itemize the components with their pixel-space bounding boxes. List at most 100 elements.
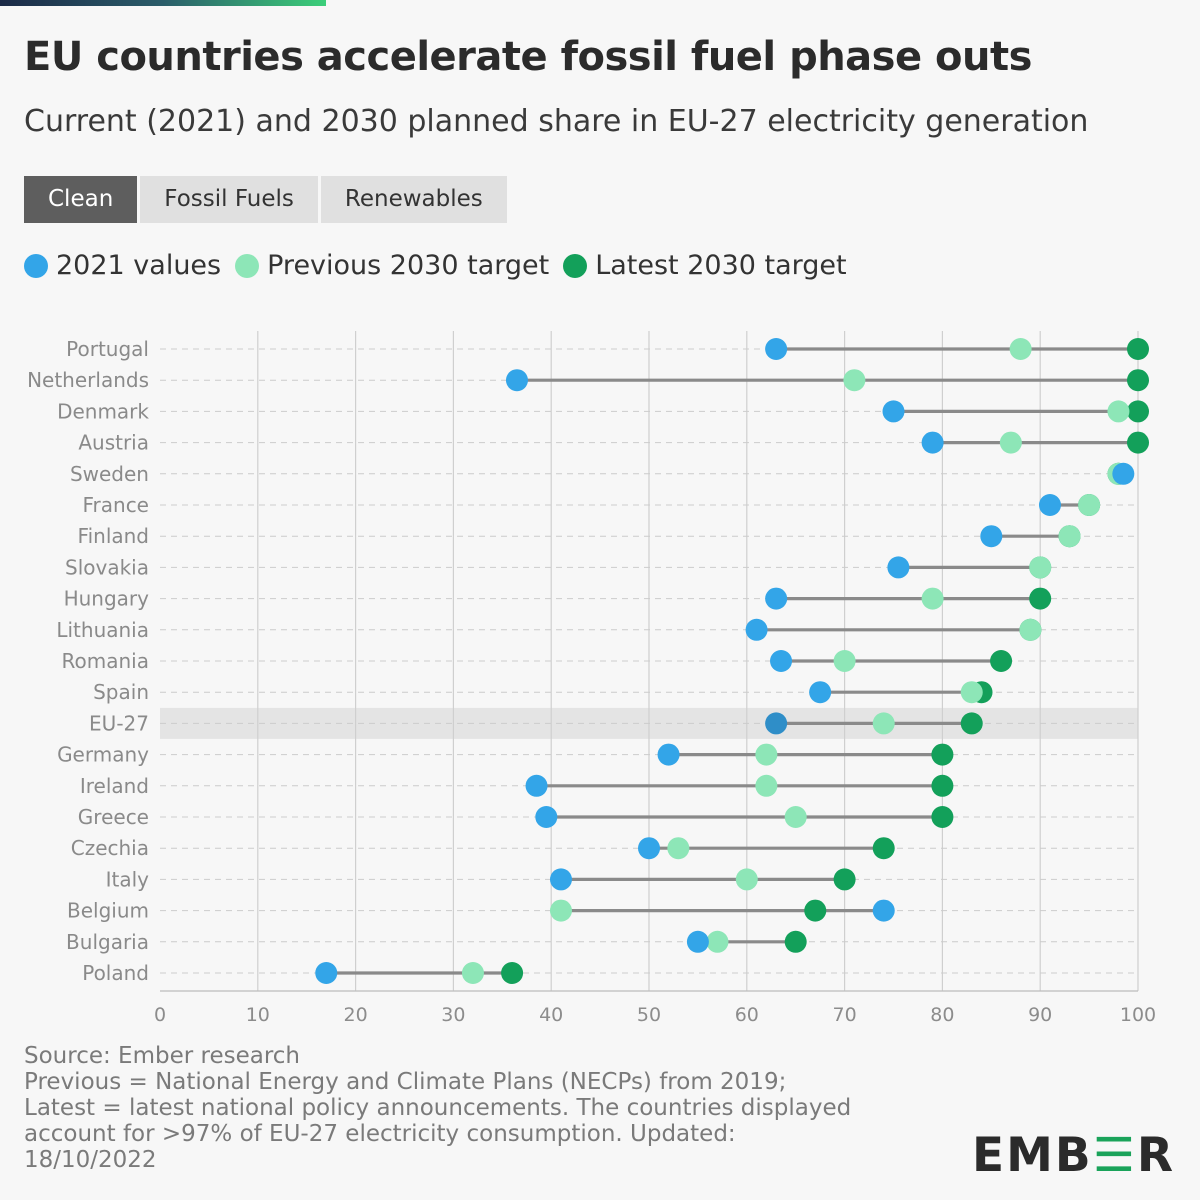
country-label-romania: Romania [62, 649, 149, 673]
country-label-denmark: Denmark [57, 399, 149, 423]
dot-previous-netherlands [843, 369, 866, 392]
dot-previous-ireland [755, 774, 778, 797]
dot-previous-finland [1058, 525, 1081, 548]
dot-previous-poland [461, 962, 484, 984]
x-tick-label-60: 60 [735, 1004, 759, 1026]
country-label-netherlands: Netherlands [27, 368, 149, 392]
dot-previous-germany [755, 743, 778, 766]
dot-2021-ireland [525, 774, 548, 797]
x-tick-label-80: 80 [930, 1004, 954, 1026]
legend-dot-latest [563, 253, 588, 278]
dot-2021-greece [535, 806, 558, 828]
source-note: Source: Ember research Previous = Nation… [24, 1043, 924, 1173]
dot-latest-italy [833, 868, 856, 891]
x-tick-label-10: 10 [246, 1004, 270, 1026]
country-label-italy: Italy [106, 867, 150, 891]
chart-subtitle: Current (2021) and 2030 planned share in… [24, 104, 1089, 139]
country-label-poland: Poland [82, 961, 149, 985]
dot-2021-czechia [638, 837, 660, 860]
source-line-1: Source: Ember research [24, 1043, 301, 1069]
country-label-bulgaria: Bulgaria [66, 930, 149, 954]
country-label-eu-27: EU-27 [89, 711, 149, 735]
dot-previous-romania [833, 650, 856, 672]
dot-2021-eu-27 [765, 712, 788, 735]
dot-2021-portugal [765, 338, 788, 360]
source-line-3: Latest = latest national policy announce… [24, 1095, 852, 1121]
legend-label-latest: Latest 2030 target [595, 250, 847, 281]
dot-previous-portugal [1009, 338, 1032, 360]
x-tick-label-90: 90 [1028, 1004, 1052, 1026]
dot-2021-romania [770, 650, 793, 672]
x-tick-label-30: 30 [441, 1004, 465, 1026]
legend-dot-previous [235, 253, 260, 278]
x-tick-label-50: 50 [637, 1004, 661, 1026]
country-label-france: France [82, 493, 149, 517]
dot-latest-hungary [1029, 587, 1052, 610]
dot-2021-germany [657, 743, 680, 766]
country-label-austria: Austria [78, 431, 149, 455]
dot-latest-portugal [1127, 338, 1149, 360]
tab-fossil-fuels[interactable]: Fossil Fuels [140, 176, 318, 223]
dot-2021-lithuania [745, 618, 768, 641]
legend-label-previous: Previous 2030 target [267, 250, 550, 281]
dot-2021-france [1038, 494, 1061, 516]
logo-accent-glyph: ☰ [1092, 1128, 1137, 1183]
dot-2021-austria [921, 431, 944, 454]
dot-2021-italy [549, 868, 572, 891]
tab-renewables[interactable]: Renewables [320, 176, 507, 223]
country-label-germany: Germany [57, 743, 149, 767]
country-label-sweden: Sweden [70, 462, 149, 486]
dot-latest-belgium [804, 899, 827, 922]
chart-title: EU countries accelerate fossil fuel phas… [24, 34, 1032, 80]
dot-latest-germany [931, 743, 954, 766]
dot-previous-slovakia [1029, 556, 1052, 579]
country-label-belgium: Belgium [67, 899, 149, 923]
dot-previous-france [1078, 494, 1101, 516]
logo-text-start: EMB [972, 1128, 1093, 1183]
source-line-2: Previous = National Energy and Climate P… [24, 1069, 787, 1095]
dot-latest-netherlands [1127, 369, 1149, 392]
legend-label-2021: 2021 values [56, 250, 222, 281]
x-tick-label-70: 70 [833, 1004, 857, 1026]
x-tick-label-40: 40 [539, 1004, 563, 1026]
dot-previous-austria [999, 431, 1022, 454]
country-label-czechia: Czechia [71, 836, 149, 860]
logo-text-end: R [1136, 1128, 1176, 1183]
dot-previous-spain [960, 681, 983, 704]
legend-item-2021: 2021 values [24, 250, 221, 281]
country-label-ireland: Ireland [80, 774, 149, 798]
dot-previous-lithuania [1019, 618, 1042, 641]
x-tick-label-100: 100 [1120, 1004, 1156, 1026]
dot-2021-denmark [882, 400, 905, 423]
x-tick-label-0: 0 [154, 1004, 166, 1026]
dot-2021-poland [315, 962, 338, 984]
dot-previous-greece [784, 806, 807, 828]
dot-previous-czechia [667, 837, 690, 860]
view-tabs: Clean Fossil Fuels Renewables [24, 176, 507, 223]
dot-previous-bulgaria [706, 930, 729, 953]
dot-previous-italy [735, 868, 758, 891]
dot-latest-denmark [1127, 400, 1149, 423]
dot-latest-bulgaria [784, 930, 807, 953]
dot-2021-netherlands [505, 369, 528, 392]
country-label-lithuania: Lithuania [56, 618, 149, 642]
dot-previous-eu-27 [872, 712, 895, 735]
dot-previous-denmark [1107, 400, 1130, 423]
country-label-finland: Finland [78, 524, 149, 548]
tab-clean[interactable]: Clean [24, 176, 138, 223]
legend: 2021 values Previous 2030 target Latest … [24, 250, 861, 281]
dot-latest-romania [990, 650, 1013, 672]
dot-latest-greece [931, 806, 954, 828]
country-label-greece: Greece [78, 805, 149, 829]
dumbbell-chart: 0 10 20 30 40 50 60 70 80 90 100 Portugal Netherland… [27, 331, 1156, 1026]
legend-dot-2021 [24, 253, 48, 278]
country-label-slovakia: Slovakia [65, 555, 149, 579]
x-tick-label-20: 20 [344, 1004, 368, 1026]
dot-2021-sweden [1112, 462, 1135, 485]
legend-item-previous: Previous 2030 target [235, 250, 549, 281]
dot-latest-ireland [931, 774, 954, 797]
dot-2021-hungary [765, 587, 788, 610]
brand-accent-bar [0, 0, 326, 6]
legend-item-latest: Latest 2030 target [563, 250, 847, 281]
source-line-5: 18/10/2022 [24, 1147, 157, 1173]
